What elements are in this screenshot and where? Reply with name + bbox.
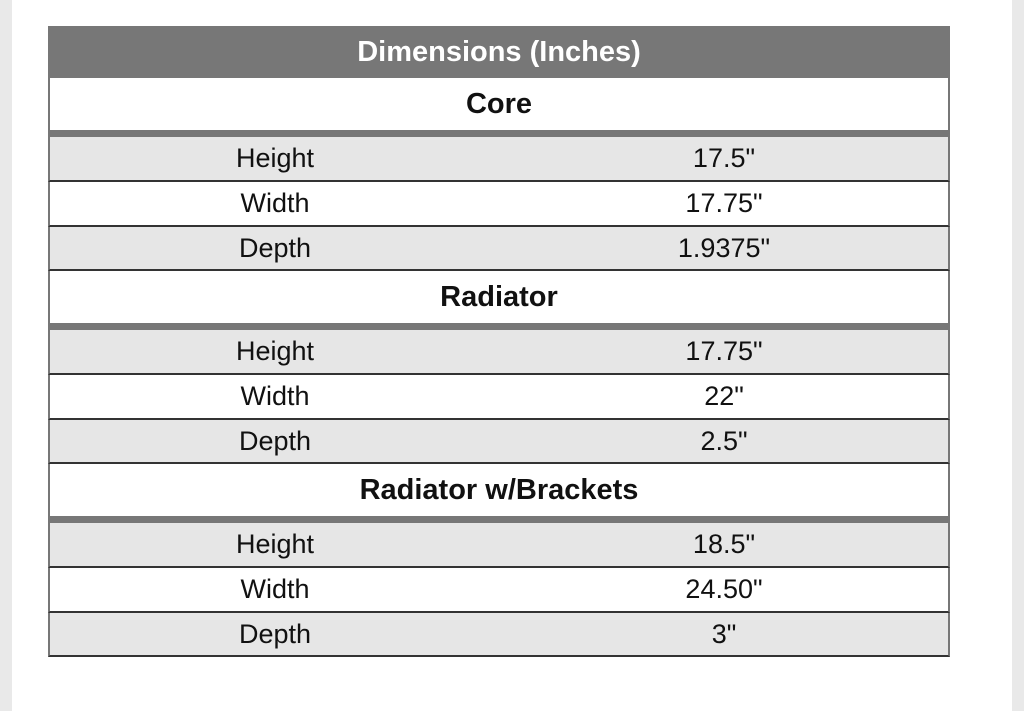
table-row: Depth 3" [48, 613, 950, 657]
dimension-value: 1.9375" [677, 232, 771, 263]
dimension-value: 3" [711, 618, 737, 649]
dimension-label: Height [235, 529, 315, 559]
dimension-value: 18.5" [692, 529, 756, 559]
section-title: Radiator w/Brackets [48, 464, 950, 516]
dimension-label: Depth [238, 425, 312, 456]
side-strip [1012, 0, 1024, 711]
table-row: Height 17.5" [48, 137, 950, 182]
table-row: Depth 2.5" [48, 420, 950, 464]
dimension-label: Height [235, 143, 315, 173]
dimension-value: 2.5" [700, 425, 748, 456]
dimension-label: Depth [238, 232, 312, 263]
dimension-label: Width [240, 188, 310, 218]
table-row: Width 17.75" [48, 182, 950, 227]
dimension-label: Height [235, 336, 315, 366]
dimension-value: 17.75" [685, 336, 763, 366]
table-row: Height 18.5" [48, 523, 950, 568]
table-row: Width 24.50" [48, 568, 950, 613]
dimension-value: 17.75" [685, 188, 763, 218]
table-row: Depth 1.9375" [48, 227, 950, 271]
side-strip [0, 0, 12, 711]
dimension-label: Width [240, 574, 310, 604]
dimension-value: 24.50" [685, 574, 763, 604]
section-title: Radiator [48, 271, 950, 323]
dimension-label: Width [240, 381, 310, 411]
section-divider [48, 323, 950, 330]
section-divider [48, 130, 950, 137]
section-divider [48, 516, 950, 523]
table-title: Dimensions (Inches) [48, 26, 950, 78]
section-title: Core [48, 78, 950, 130]
dimension-value: 22" [704, 381, 744, 411]
table-row: Width 22" [48, 375, 950, 420]
dimension-value: 17.5" [692, 143, 756, 173]
table-row: Height 17.75" [48, 330, 950, 375]
dimension-label: Depth [238, 618, 312, 649]
